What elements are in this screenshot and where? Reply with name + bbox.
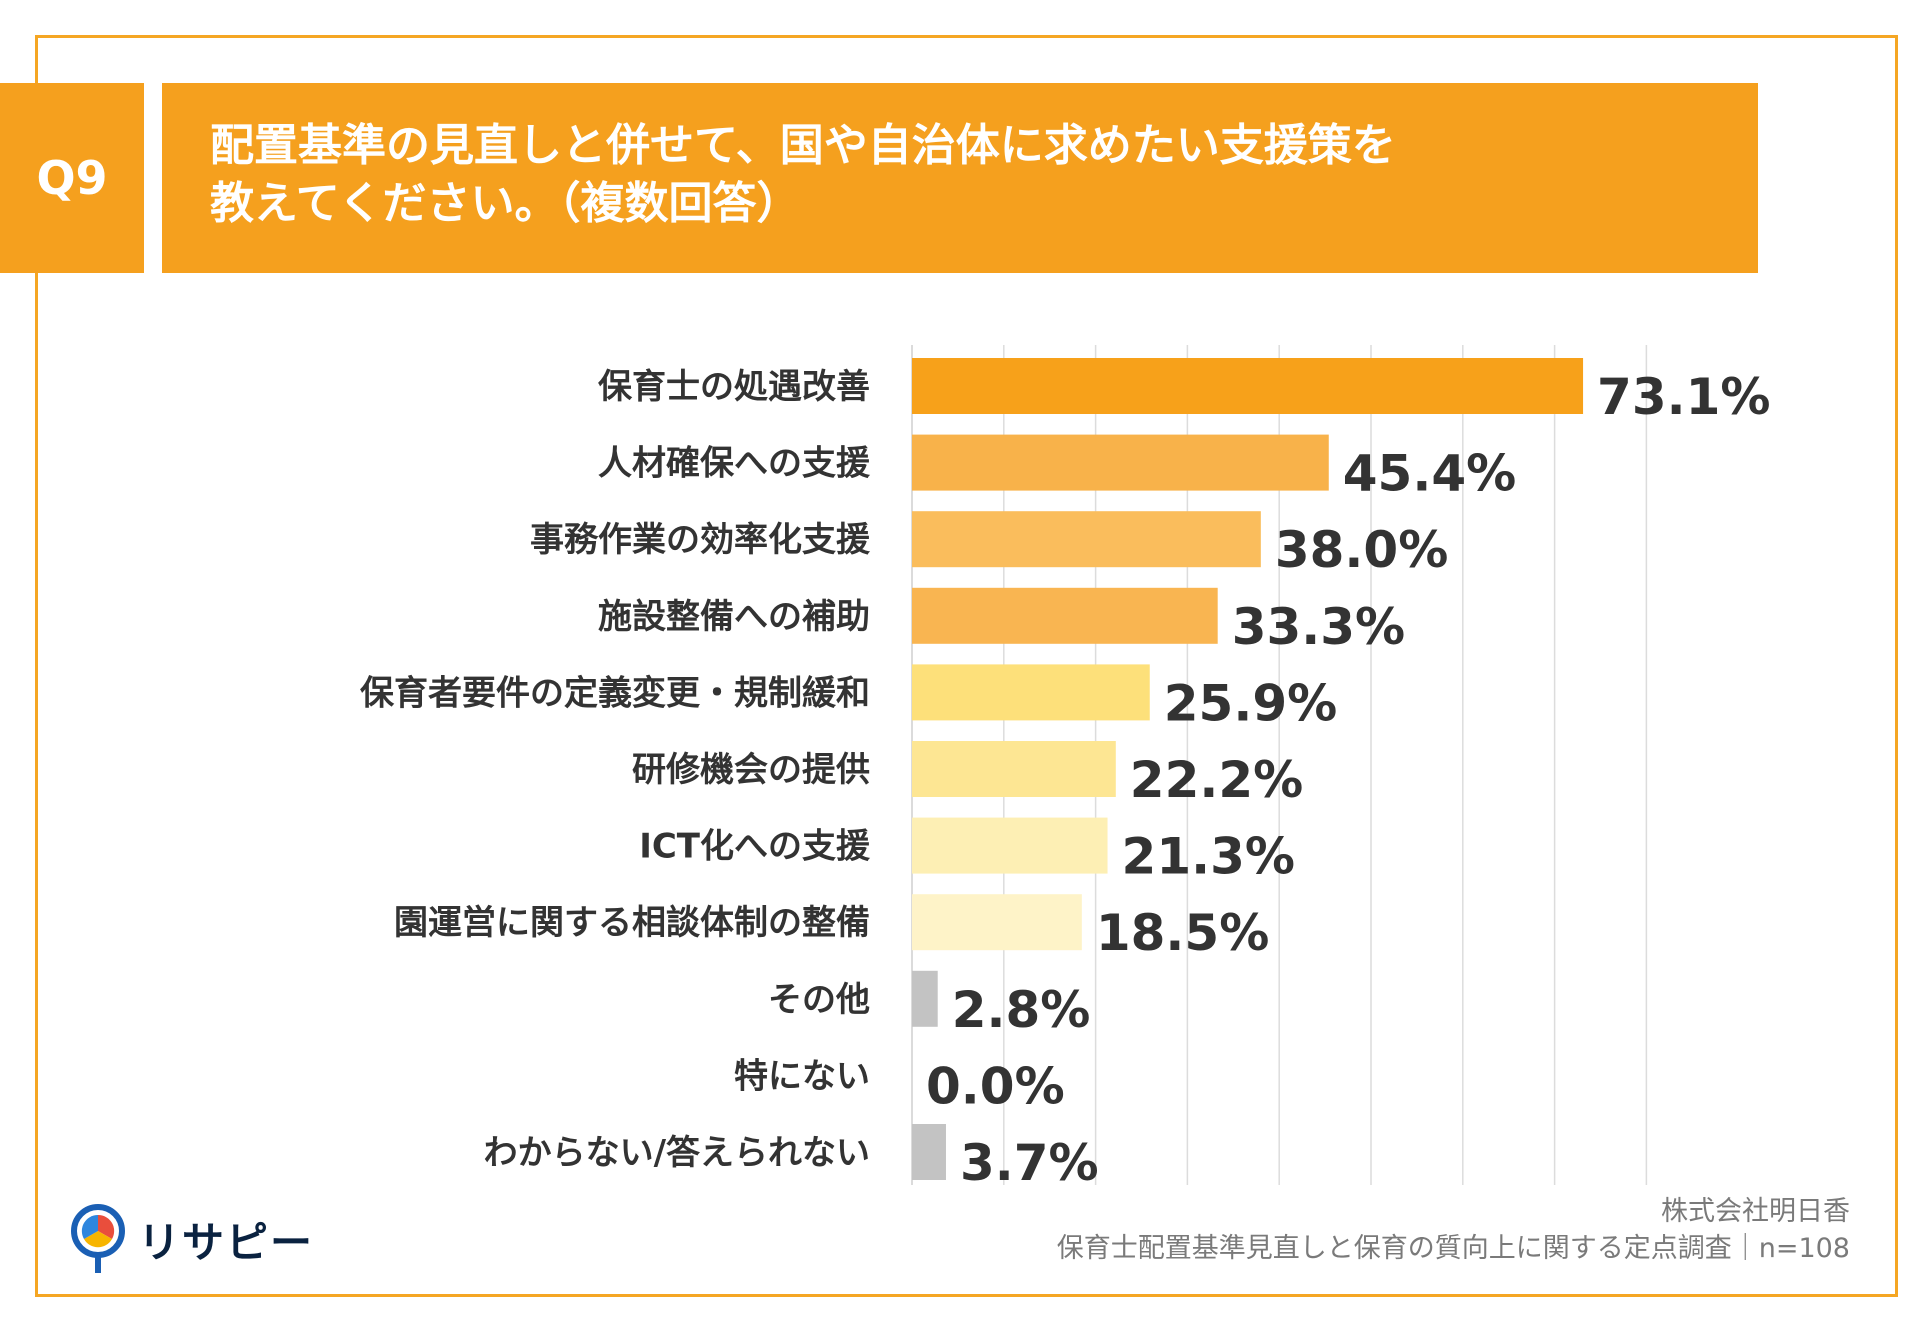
category-label: 施設整備への補助 <box>598 597 870 637</box>
category-label: 保育者要件の定義変更・規制緩和 <box>360 673 870 713</box>
category-label: 事務作業の効率化支援 <box>530 520 871 560</box>
bar <box>912 434 1329 491</box>
bar <box>912 587 1218 644</box>
bar <box>912 664 1150 721</box>
bar <box>912 358 1584 414</box>
category-label: 人材確保への支援 <box>598 444 871 484</box>
value-label: 0.0% <box>926 1057 1065 1115</box>
value-label: 18.5% <box>1096 904 1269 962</box>
question-title: 配置基準の見直しと併せて、国や自治体に求めたい支援策を 教えてください。（複数回… <box>162 83 1758 273</box>
category-label: その他 <box>768 980 870 1020</box>
question-number-badge: Q9 <box>0 83 144 273</box>
chart-frame <box>35 35 1898 1297</box>
value-label: 45.4% <box>1343 445 1516 503</box>
pin-logo-icon <box>71 1204 125 1273</box>
title-line-2: 教えてください。（複数回答） <box>210 178 801 229</box>
category-label: ICT化への支援 <box>639 827 871 867</box>
bar <box>912 894 1082 951</box>
bar <box>912 817 1108 874</box>
risapi-logo: リサピー <box>68 1203 314 1275</box>
source-company: 株式会社明日香 <box>1661 1196 1850 1227</box>
value-label: 25.9% <box>1164 674 1337 732</box>
value-label: 38.0% <box>1275 521 1448 579</box>
bar <box>912 741 1116 797</box>
title-line-1: 配置基準の見直しと併せて、国や自治体に求めたい支援策を <box>210 120 1396 171</box>
value-label: 2.8% <box>952 981 1091 1039</box>
value-label: 73.1% <box>1597 368 1770 426</box>
bar <box>912 1124 946 1180</box>
bar <box>912 970 938 1027</box>
category-label: わからない/答えられない <box>484 1133 870 1173</box>
category-label: 研修機会の提供 <box>632 750 870 790</box>
source-note: 株式会社明日香 保育士配置基準見直しと保育の質向上に関する定点調査｜n=108 <box>1057 1193 1850 1267</box>
source-survey: 保育士配置基準見直しと保育の質向上に関する定点調査｜n=108 <box>1056 1233 1850 1264</box>
category-label: 特にない <box>734 1056 870 1096</box>
value-label: 33.3% <box>1232 598 1405 656</box>
category-label: 保育士の処遇改善 <box>598 367 870 407</box>
value-label: 22.2% <box>1130 751 1303 809</box>
value-label: 21.3% <box>1122 828 1295 886</box>
question-number: Q9 <box>36 151 108 205</box>
bar <box>912 511 1261 568</box>
logo-text: リサピー <box>138 1217 315 1267</box>
category-label: 園運営に関する相談体制の整備 <box>394 903 870 943</box>
value-label: 3.7% <box>960 1134 1099 1192</box>
